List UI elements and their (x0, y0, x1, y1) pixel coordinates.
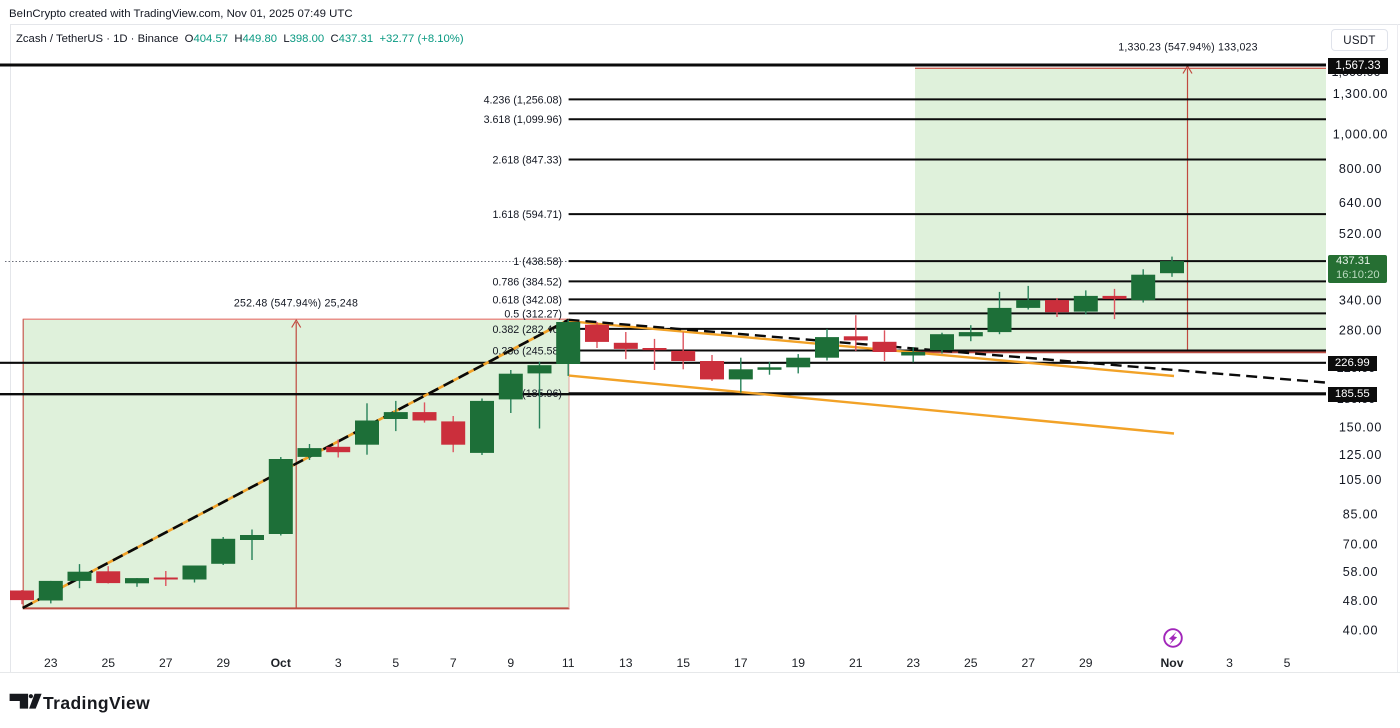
svg-text:Oct: Oct (271, 656, 291, 670)
svg-text:40.00: 40.00 (1343, 624, 1379, 638)
svg-text:1,300.00: 1,300.00 (1333, 87, 1388, 101)
svg-text:29: 29 (1079, 656, 1093, 670)
svg-text:0.236 (245.58): 0.236 (245.58) (492, 345, 562, 357)
svg-text:25: 25 (101, 656, 115, 670)
svg-text:125.00: 125.00 (1339, 448, 1382, 462)
svg-text:15: 15 (676, 656, 690, 670)
svg-text:3: 3 (1226, 656, 1233, 670)
svg-text:0 (185.96): 0 (185.96) (513, 388, 562, 400)
svg-text:27: 27 (159, 656, 173, 670)
svg-text:Nov: Nov (1160, 656, 1183, 670)
svg-text:13: 13 (619, 656, 633, 670)
svg-text:800.00: 800.00 (1339, 162, 1382, 176)
svg-text:150.00: 150.00 (1339, 420, 1382, 434)
svg-text:58.00: 58.00 (1343, 565, 1379, 579)
svg-text:0.5 (312.27): 0.5 (312.27) (504, 308, 562, 320)
svg-text:27: 27 (1021, 656, 1035, 670)
svg-text:9: 9 (507, 656, 514, 670)
svg-text:5: 5 (392, 656, 399, 670)
svg-text:3: 3 (335, 656, 342, 670)
svg-text:21: 21 (849, 656, 863, 670)
svg-text:70.00: 70.00 (1343, 537, 1379, 551)
svg-text:105.00: 105.00 (1339, 473, 1382, 487)
svg-text:7: 7 (450, 656, 457, 670)
svg-text:0.618 (342.08): 0.618 (342.08) (492, 294, 562, 306)
svg-text:25: 25 (964, 656, 978, 670)
svg-text:520.00: 520.00 (1339, 227, 1382, 241)
svg-text:640.00: 640.00 (1339, 196, 1382, 210)
svg-text:3.618 (1,099.96): 3.618 (1,099.96) (484, 114, 562, 126)
svg-text:23: 23 (44, 656, 58, 670)
svg-text:1.618 (594.71): 1.618 (594.71) (492, 209, 562, 221)
svg-text:11: 11 (562, 656, 575, 670)
svg-text:1 (438.58): 1 (438.58) (513, 256, 562, 268)
svg-text:48.00: 48.00 (1343, 594, 1379, 608)
svg-text:280.00: 280.00 (1339, 324, 1382, 338)
svg-text:5: 5 (1284, 656, 1291, 670)
svg-text:252.48 (547.94%) 25,248: 252.48 (547.94%) 25,248 (234, 298, 358, 310)
svg-text:17: 17 (734, 656, 748, 670)
svg-text:2.618 (847.33): 2.618 (847.33) (492, 154, 562, 166)
svg-text:29: 29 (216, 656, 230, 670)
svg-text:1,000.00: 1,000.00 (1333, 127, 1388, 141)
svg-text:23: 23 (906, 656, 920, 670)
svg-text:4.236 (1,256.08): 4.236 (1,256.08) (484, 94, 562, 106)
svg-text:1,330.23 (547.94%) 133,023: 1,330.23 (547.94%) 133,023 (1118, 42, 1258, 54)
svg-text:85.00: 85.00 (1343, 508, 1379, 522)
svg-text:19: 19 (791, 656, 805, 670)
svg-text:340.00: 340.00 (1339, 294, 1382, 308)
svg-text:0.786 (384.52): 0.786 (384.52) (492, 276, 562, 288)
